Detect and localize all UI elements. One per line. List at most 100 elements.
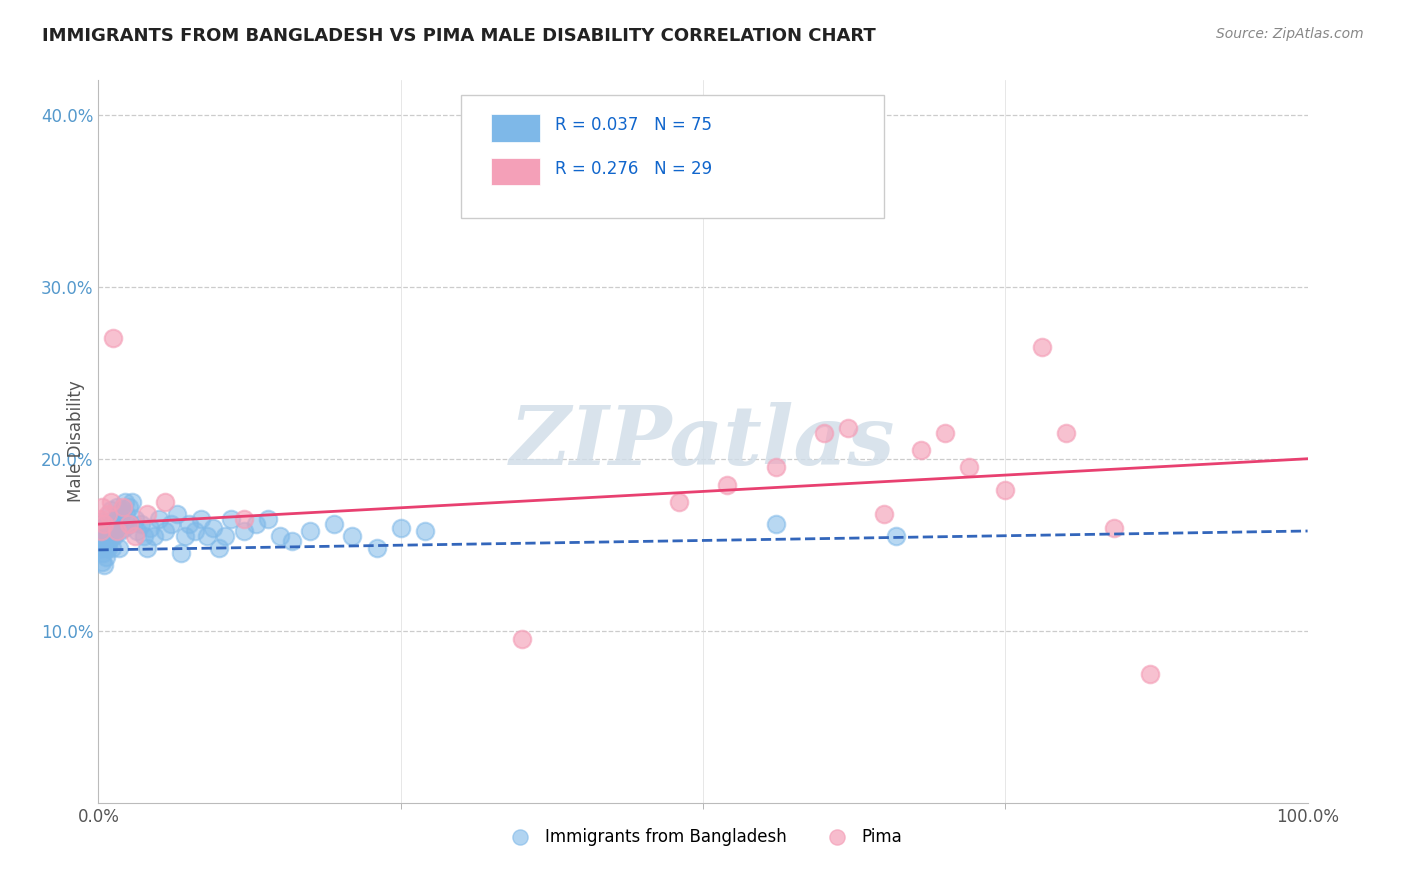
Point: [195, 529, 218, 543]
Point: [111, 503, 134, 517]
Point: [98, 533, 121, 547]
Point: [90, 516, 112, 530]
Point: [148, 512, 170, 526]
Point: [135, 507, 157, 521]
Point: [118, 517, 141, 532]
Point: [1102, 520, 1125, 534]
Point: [89, 529, 111, 543]
Point: [127, 524, 149, 538]
Point: [389, 520, 412, 534]
Point: [91, 555, 114, 569]
Point: [1139, 666, 1161, 681]
Point: [94, 529, 117, 543]
Point: [269, 529, 291, 543]
Point: [256, 512, 278, 526]
Point: [994, 483, 1017, 497]
Point: [281, 534, 304, 549]
Point: [813, 425, 835, 440]
Point: [129, 517, 152, 532]
Point: [93, 541, 115, 556]
Point: [97, 507, 120, 521]
Point: [135, 541, 157, 556]
Point: [190, 512, 212, 526]
Point: [153, 524, 176, 538]
Point: [105, 524, 128, 538]
Point: [90, 541, 112, 556]
Point: [105, 500, 128, 514]
Point: [245, 517, 267, 532]
Point: [208, 541, 231, 556]
Point: [112, 520, 135, 534]
Point: [668, 494, 690, 508]
Point: [93, 558, 115, 573]
Point: [143, 529, 166, 543]
Point: [118, 517, 141, 532]
Point: [124, 512, 146, 526]
Point: [413, 524, 436, 538]
Point: [910, 443, 932, 458]
Point: [89, 520, 111, 534]
Point: [232, 512, 254, 526]
Point: [100, 529, 122, 543]
FancyBboxPatch shape: [461, 95, 884, 218]
Point: [91, 546, 114, 560]
Point: [110, 512, 132, 526]
Point: [100, 517, 122, 532]
Point: [100, 541, 122, 556]
Point: [105, 520, 128, 534]
Point: [873, 507, 896, 521]
Point: [91, 520, 114, 534]
Point: [91, 500, 114, 514]
Point: [716, 477, 738, 491]
Point: [232, 524, 254, 538]
Point: [101, 520, 124, 534]
Point: [98, 524, 121, 538]
Point: [299, 524, 322, 538]
Point: [169, 546, 191, 560]
Text: R = 0.276   N = 29: R = 0.276 N = 29: [555, 161, 713, 178]
Point: [96, 525, 118, 540]
Point: [166, 507, 188, 521]
Text: ZIPatlas: ZIPatlas: [510, 401, 896, 482]
Point: [221, 512, 243, 526]
Point: [108, 524, 131, 538]
Point: [89, 512, 111, 526]
Point: [174, 529, 197, 543]
Point: [202, 520, 225, 534]
Point: [134, 529, 156, 543]
Point: [90, 524, 112, 538]
Point: [342, 529, 364, 543]
Point: [96, 538, 118, 552]
Text: IMMIGRANTS FROM BANGLADESH VS PIMA MALE DISABILITY CORRELATION CHART: IMMIGRANTS FROM BANGLADESH VS PIMA MALE …: [42, 27, 876, 45]
Point: [100, 494, 122, 508]
Point: [91, 534, 114, 549]
Point: [103, 529, 125, 543]
FancyBboxPatch shape: [492, 158, 540, 185]
Point: [104, 512, 127, 526]
Point: [934, 425, 956, 440]
Y-axis label: Male Disability: Male Disability: [66, 381, 84, 502]
Point: [97, 527, 120, 541]
Point: [184, 524, 207, 538]
Point: [886, 529, 908, 543]
Point: [108, 541, 131, 556]
Point: [94, 549, 117, 564]
Point: [765, 460, 787, 475]
Point: [91, 524, 114, 538]
Point: [114, 494, 136, 508]
Point: [118, 500, 141, 514]
Point: [93, 517, 115, 532]
Text: Source: ZipAtlas.com: Source: ZipAtlas.com: [1216, 27, 1364, 41]
Point: [100, 503, 122, 517]
Point: [214, 529, 236, 543]
FancyBboxPatch shape: [492, 114, 540, 142]
Point: [91, 534, 114, 549]
Point: [179, 517, 201, 532]
Legend: Immigrants from Bangladesh, Pima: Immigrants from Bangladesh, Pima: [496, 821, 910, 852]
Point: [1031, 340, 1053, 354]
Point: [96, 517, 118, 532]
Point: [510, 632, 533, 647]
Point: [107, 507, 129, 521]
Point: [765, 517, 787, 532]
Point: [160, 517, 183, 532]
